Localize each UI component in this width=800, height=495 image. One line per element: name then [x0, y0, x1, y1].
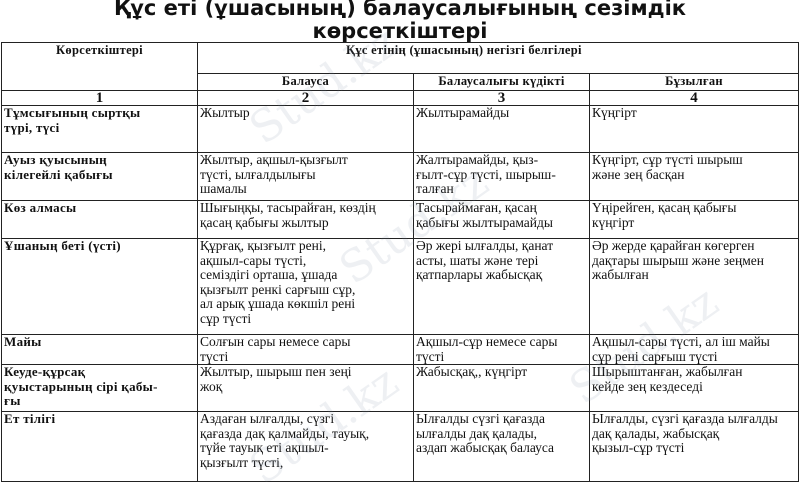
table-cell: Жылтыр, ақшыл-қызғылт түсті, ылғалдылығы…: [197, 152, 414, 201]
table-cell: Ақшыл-сары түсті, ал іш майы сұр рені са…: [589, 334, 799, 365]
table-cell: Жабысқақ,, күңгірт: [413, 364, 590, 412]
row-label: Көз алмасы: [1, 200, 198, 239]
table-cell: Ылғалды сүзгі қағазда ылғалды дақ қалады…: [413, 411, 590, 482]
header-group: Құс етінің (ұшасының) негізгі белгілері: [197, 42, 799, 74]
row-label: Ет тілігі: [1, 411, 198, 482]
subheader-fresh: Балауса: [197, 73, 414, 91]
column-number: 2: [197, 90, 414, 106]
subheader-suspect: Балаусалығы күдікті: [413, 73, 590, 91]
column-number: 3: [413, 90, 590, 106]
table-cell: Жалтырамайды, қыз- ғылт-сұр түсті, шырыш…: [413, 152, 590, 201]
row-label: Тұмсығының сыртқы түрі, түсі: [1, 105, 198, 153]
table-cell: Жылтырамайды: [413, 105, 590, 153]
table-cell: Үңірейген, қасаң қабығы күңгірт: [589, 200, 799, 239]
table-cell: Шығыңқы, тасырайған, көздің қасаң қабығы…: [197, 200, 414, 239]
freshness-table: Көрсеткіштері Құс етінің (ұшасының) негі…: [1, 42, 799, 482]
table-cell: Аздаған ылғалды, сүзгі қағазда дақ қалма…: [197, 411, 414, 482]
table-cell: Тасыраймаған, қасаң қабығы жылтырамайды: [413, 200, 590, 239]
table-row: Кеуде-құрсақ қуыстарының сірі қабы- ғы Жы…: [1, 364, 799, 412]
header-indicator: Көрсеткіштері: [1, 42, 198, 91]
table-cell: Жылтыр: [197, 105, 414, 153]
table-cell: Ақшыл-сұр немесе сары түсті: [413, 334, 590, 365]
row-label: Кеуде-құрсақ қуыстарының сірі қабы- ғы: [1, 364, 198, 412]
table-cell: Шырыштанған, жабылған кейде зең кездесед…: [589, 364, 799, 412]
table-cell: Солғын сары немесе сары түсті: [197, 334, 414, 365]
table-cell: Құрғақ, қызғылт рені, ақшыл-сары түсті, …: [197, 238, 414, 335]
row-label: Ауыз қуысының кілегейлі қабығы: [1, 152, 198, 201]
table-row: Тұмсығының сыртқы түрі, түсі Жылтыр Жылтыр…: [1, 105, 799, 153]
subheader-spoiled: Бұзылған: [589, 73, 799, 91]
table-row: Майы Солғын сары немесе сары түсті Ақшыл-с…: [1, 334, 799, 365]
table-cell: Күңгірт, сұр түсті шырыш және зең басқан: [589, 152, 799, 201]
table-row: Ұшаның беті (үсті) Құрғақ, қызғылт рені, …: [1, 238, 799, 335]
table-cell: Күңгірт: [589, 105, 799, 153]
table-row: Ауыз қуысының кілегейлі қабығы Жылтыр, ақ…: [1, 152, 799, 201]
table-cell: Әр жерде қарайған көгерген дақтары шырыш…: [589, 238, 799, 335]
column-number: 1: [1, 90, 198, 106]
table-cell: Жылтыр, шырыш пен зеңі жоқ: [197, 364, 414, 412]
column-number: 4: [589, 90, 799, 106]
table-row: Ет тілігі Аздаған ылғалды, сүзгі қағазда …: [1, 411, 799, 482]
row-label: Майы: [1, 334, 198, 365]
table-row: Көз алмасы Шығыңқы, тасырайған, көздің қа…: [1, 200, 799, 239]
table-cell: Әр жері ылғалды, қанат асты, шаты және т…: [413, 238, 590, 335]
table-cell: Ылғалды, сүзгі қағазда ылғалды дақ қалад…: [589, 411, 799, 482]
page-title: Құс еті (ұшасының) балаусалығының сезімд…: [113, 0, 687, 43]
row-label: Ұшаның беті (үсті): [1, 238, 198, 335]
